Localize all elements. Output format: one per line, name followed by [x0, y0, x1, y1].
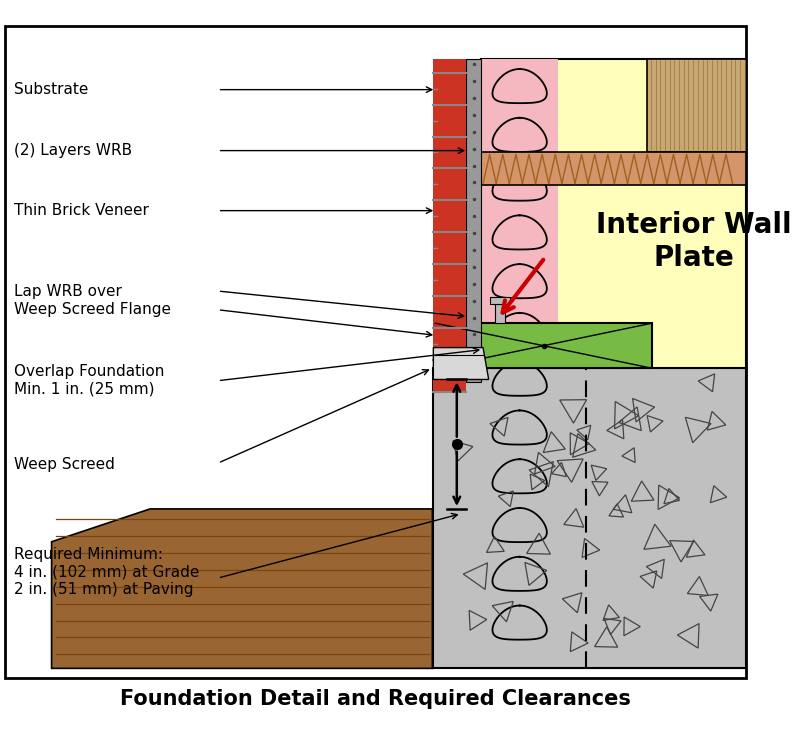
- Text: (2) Layers WRB: (2) Layers WRB: [14, 143, 132, 158]
- Text: Overlap Foundation
Min. 1 in. (25 mm): Overlap Foundation Min. 1 in. (25 mm): [14, 364, 165, 397]
- Polygon shape: [434, 348, 489, 380]
- Text: Lap WRB over
Weep Screed Flange: Lap WRB over Weep Screed Flange: [14, 285, 171, 317]
- Text: Thin Brick Veneer: Thin Brick Veneer: [14, 203, 149, 218]
- Bar: [490, 297, 510, 305]
- Bar: [434, 59, 466, 392]
- Text: Weep Screed: Weep Screed: [14, 458, 115, 473]
- Bar: [481, 59, 558, 659]
- Polygon shape: [51, 509, 433, 669]
- Bar: [435, 323, 652, 369]
- Text: Foundation Detail and Required Clearances: Foundation Detail and Required Clearance…: [120, 690, 630, 710]
- Bar: [481, 152, 746, 185]
- Bar: [495, 305, 505, 323]
- Bar: [647, 59, 746, 152]
- Text: Interior Wall
Plate: Interior Wall Plate: [596, 212, 792, 272]
- Bar: [434, 369, 746, 669]
- Bar: [481, 59, 746, 669]
- Bar: [466, 59, 481, 383]
- Text: Substrate: Substrate: [14, 82, 89, 97]
- Text: Required Minimum:
4 in. (102 mm) at Grade
2 in. (51 mm) at Paving: Required Minimum: 4 in. (102 mm) at Grad…: [14, 547, 199, 597]
